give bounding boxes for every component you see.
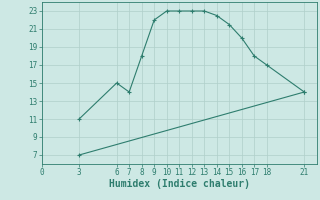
X-axis label: Humidex (Indice chaleur): Humidex (Indice chaleur) [109, 179, 250, 189]
